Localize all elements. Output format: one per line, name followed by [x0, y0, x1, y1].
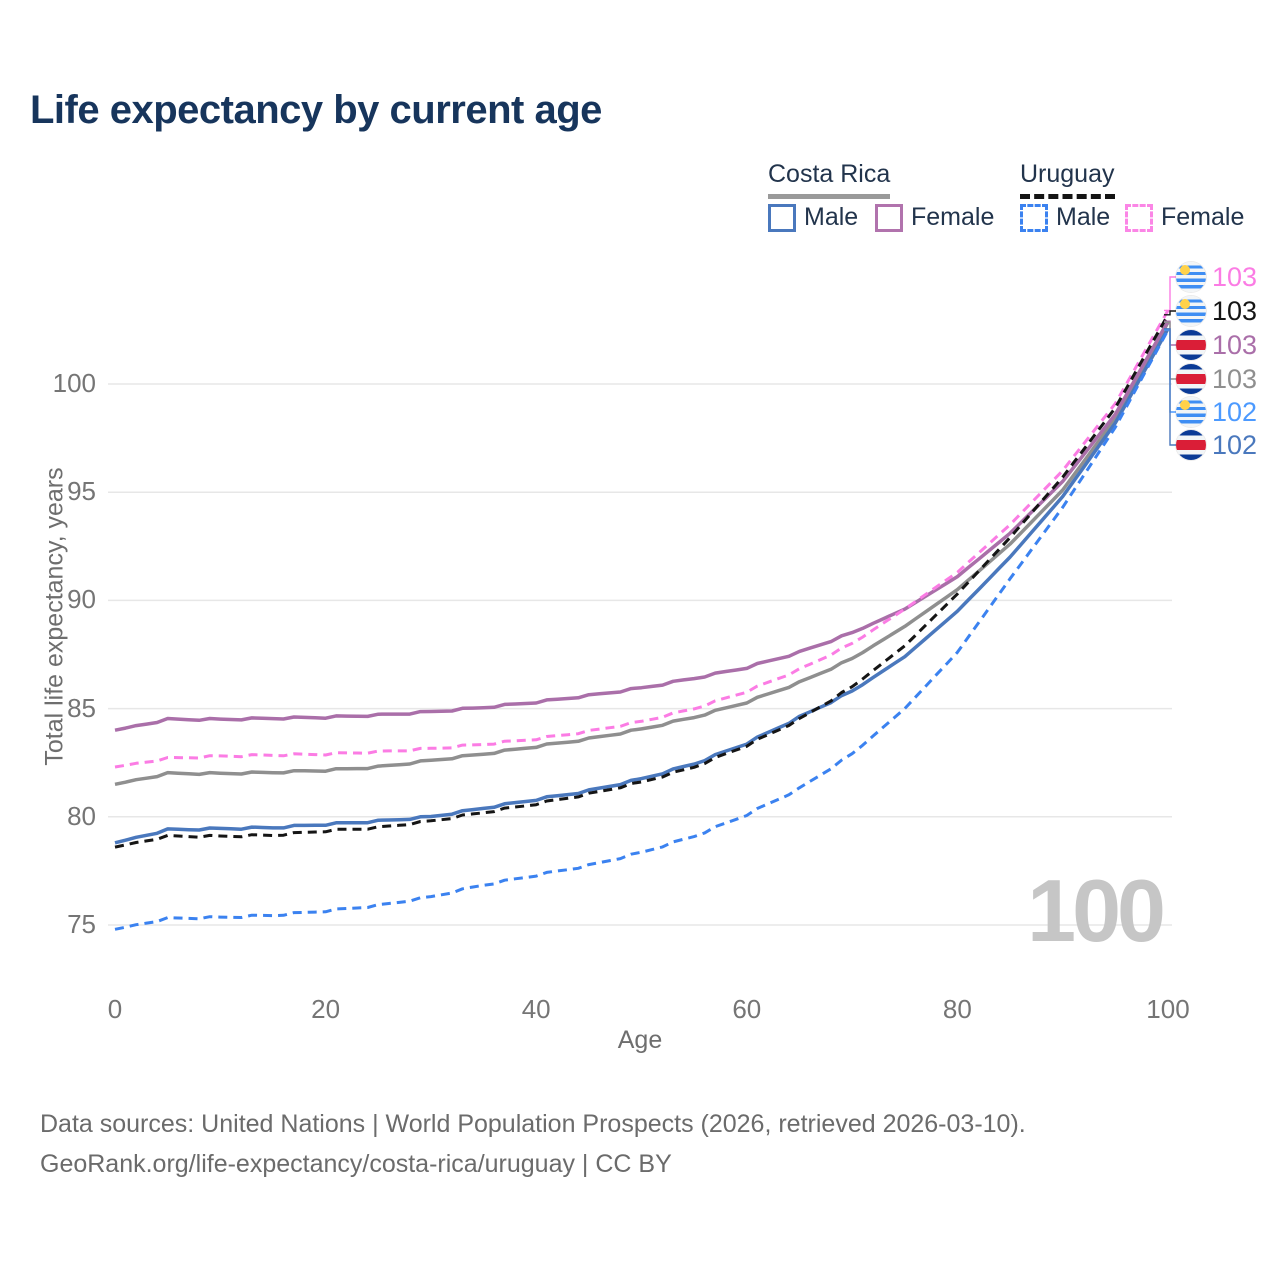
y-tick-label: 95	[67, 476, 96, 507]
costa-rica-flag-icon	[1176, 330, 1206, 360]
page-title: Life expectancy by current age	[30, 88, 602, 132]
y-tick-label: 85	[67, 692, 96, 723]
legend-item-uruguay-female[interactable]: Female	[1125, 203, 1244, 232]
uruguay-flag-icon	[1176, 296, 1206, 326]
end-label-value: 103	[1212, 330, 1258, 360]
legend-label: Female	[911, 203, 995, 231]
georank-link-line[interactable]: GeoRank.org/life-expectancy/costa-rica/u…	[40, 1150, 672, 1178]
end-label-value: 102	[1212, 397, 1258, 427]
y-tick-label: 90	[67, 584, 96, 615]
x-tick-label: 60	[732, 994, 762, 1024]
y-tick-label: 75	[67, 909, 96, 939]
end-label-value: 103	[1212, 262, 1258, 292]
series-line-uruguay-male	[114, 329, 1170, 931]
series-line-costa-rica-total	[114, 321, 1170, 787]
end-label-connector	[1164, 328, 1176, 446]
age-watermark: 100	[1027, 861, 1166, 960]
costa-rica-flag-icon	[1176, 430, 1206, 460]
legend-item-costa-rica-female[interactable]: Female	[875, 203, 994, 232]
legend-label: Female	[1161, 203, 1245, 231]
uruguay-male-swatch-icon	[1020, 203, 1048, 232]
x-tick-label: 80	[942, 994, 972, 1024]
end-label-value: 103	[1212, 296, 1258, 326]
end-label-value: 102	[1212, 430, 1258, 460]
costa-rica-female-swatch-icon	[875, 203, 903, 232]
x-tick-label: 100	[1146, 994, 1190, 1024]
uruguay-flag-icon	[1176, 262, 1206, 292]
end-label-connector	[1164, 276, 1176, 312]
uruguay-flag-icon	[1176, 397, 1206, 427]
legend-item-uruguay-male[interactable]: Male	[1020, 203, 1110, 232]
legend-group-costa-rica-header: Costa Rica	[768, 160, 891, 199]
legend-label: Male	[1056, 203, 1111, 231]
costa-rica-flag-icon	[1176, 364, 1206, 394]
x-axis-title: Age	[617, 1026, 663, 1054]
x-tick-label: 40	[521, 994, 551, 1024]
series-line-uruguay-female	[114, 309, 1170, 769]
legend-group-uruguay-header: Uruguay	[1020, 160, 1115, 199]
data-sources-line: Data sources: United Nations | World Pop…	[40, 1110, 1026, 1138]
end-label-connector	[1164, 310, 1176, 316]
footer: Data sources: United Nations | World Pop…	[40, 1104, 1026, 1184]
costa-rica-male-swatch-icon	[768, 203, 796, 232]
uruguay-female-swatch-icon	[1125, 203, 1153, 232]
series-line-costa-rica-male	[114, 327, 1170, 845]
legend-label: Male	[804, 203, 859, 231]
y-tick-label: 100	[52, 368, 96, 398]
y-tick-label: 80	[67, 800, 96, 831]
series-line-costa-rica-female	[114, 320, 1170, 732]
end-label-value: 103	[1212, 364, 1258, 394]
x-tick-label: 0	[107, 994, 123, 1024]
legend-item-costa-rica-male[interactable]: Male	[768, 203, 858, 232]
x-tick-label: 20	[311, 994, 341, 1024]
